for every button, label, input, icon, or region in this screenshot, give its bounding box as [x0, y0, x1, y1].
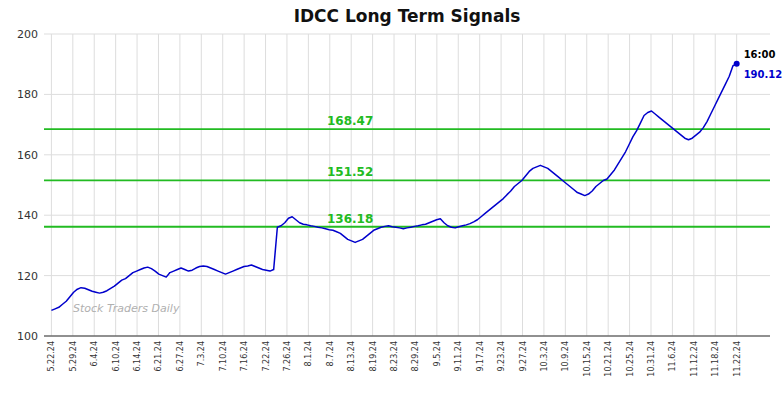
grid	[44, 34, 770, 336]
grid-line	[44, 154, 770, 155]
x-tick-label: 8.1.24	[304, 341, 313, 366]
x-axis-line	[44, 336, 770, 337]
x-tick-label: 6.21.24	[154, 341, 163, 372]
x-tick-label: 8.19.24	[369, 341, 378, 372]
grid-line	[394, 34, 395, 336]
grid-line	[415, 34, 416, 336]
x-tick-label: 10.25.24	[626, 341, 635, 377]
y-tick-label: 180	[17, 88, 38, 101]
grid-line	[565, 34, 566, 336]
grid-line	[629, 34, 630, 336]
x-tick-label: 7.26.24	[283, 341, 292, 372]
x-tick-label: 7.22.24	[262, 341, 271, 372]
x-tick-label: 10.3.24	[540, 341, 549, 372]
x-tick-label: 9.11.24	[454, 341, 463, 372]
grid-line	[244, 34, 245, 336]
grid-line	[44, 275, 770, 276]
x-tick-label: 9.5.24	[433, 341, 442, 366]
grid-line	[308, 34, 309, 336]
price-line	[51, 64, 736, 310]
x-tick-label: 6.14.24	[133, 341, 142, 372]
grid-line	[715, 34, 716, 336]
grid-line	[372, 34, 373, 336]
y-tick-label: 100	[17, 330, 38, 343]
grid-line	[137, 34, 138, 336]
title: IDCC Long Term Signals	[294, 6, 521, 26]
y-tick-label: 140	[17, 209, 38, 222]
grid-line	[115, 34, 116, 336]
grid-line	[286, 34, 287, 336]
grid-line	[201, 34, 202, 336]
last-price-dot	[734, 61, 740, 67]
x-tick-label: 8.13.24	[347, 341, 356, 372]
watermark: Stock Traders Daily	[73, 302, 180, 315]
grid-line	[222, 34, 223, 336]
x-tick-label: 11.18.24	[711, 341, 720, 377]
grid-line	[736, 34, 737, 336]
x-tick-label: 8.23.24	[390, 341, 399, 372]
grid-line	[479, 34, 480, 336]
x-tick-label: 11.6.24	[668, 341, 677, 372]
x-tick-label: 5.29.24	[69, 341, 78, 372]
grid-line	[586, 34, 587, 336]
x-tick-label: 9.23.24	[497, 341, 506, 372]
grid-line	[501, 34, 502, 336]
signal-line	[44, 180, 770, 182]
plot-area	[44, 61, 770, 310]
x-tick-label: 5.22.24	[47, 341, 56, 372]
grid-line	[72, 34, 73, 336]
grid-line	[436, 34, 437, 336]
x-tick-label: 6.4.24	[90, 341, 99, 366]
grid-line	[522, 34, 523, 336]
x-tick-label: 6.10.24	[112, 341, 121, 372]
x-tick-label: 7.3.24	[197, 341, 206, 366]
x-tick-label: 8.29.24	[411, 341, 420, 372]
grid-line	[44, 336, 770, 337]
signal-label: 136.18	[327, 212, 373, 226]
signal-label: 168.47	[327, 114, 373, 128]
grid-line	[44, 94, 770, 95]
grid-line	[329, 34, 330, 336]
grid-line	[179, 34, 180, 336]
x-tick-label: 11.12.24	[690, 341, 699, 377]
x-tick-label: 10.21.24	[604, 341, 613, 377]
x-tick-label: 7.10.24	[219, 341, 228, 372]
grid-line	[543, 34, 544, 336]
x-tick-label: 10.9.24	[561, 341, 570, 372]
grid-line	[265, 34, 266, 336]
grid-line	[44, 215, 770, 216]
x-tick-label: 8.7.24	[326, 341, 335, 366]
y-tick-label: 160	[17, 149, 38, 162]
x-tick-label: 10.31.24	[647, 341, 656, 377]
grid-line	[693, 34, 694, 336]
grid-line	[458, 34, 459, 336]
x-tick-label: 10.15.24	[583, 341, 592, 377]
grid-line	[608, 34, 609, 336]
grid-line	[672, 34, 673, 336]
y-tick-label: 200	[17, 28, 38, 41]
grid-line	[51, 34, 52, 336]
chart: 100 120 140 160 180 200 5.22.24 5.29.24 6.4.24 6.…	[0, 0, 784, 398]
x-tick-label: 9.27.24	[519, 341, 528, 372]
y-tick-label: 120	[17, 270, 38, 283]
grid-line	[351, 34, 352, 336]
x-tick-label: 7.16.24	[240, 341, 249, 372]
grid-line	[94, 34, 95, 336]
last-time-label: 16:00	[744, 49, 776, 60]
grid-line	[44, 34, 770, 35]
x-tick-label: 11.22.24	[733, 341, 742, 377]
signal-line	[44, 128, 770, 130]
signal-label: 151.52	[327, 165, 373, 179]
grid-line	[651, 34, 652, 336]
x-tick-label: 6.27.24	[176, 341, 185, 372]
last-price-label: 190.12	[744, 69, 783, 80]
grid-line	[158, 34, 159, 336]
x-tick-label: 9.17.24	[476, 341, 485, 372]
